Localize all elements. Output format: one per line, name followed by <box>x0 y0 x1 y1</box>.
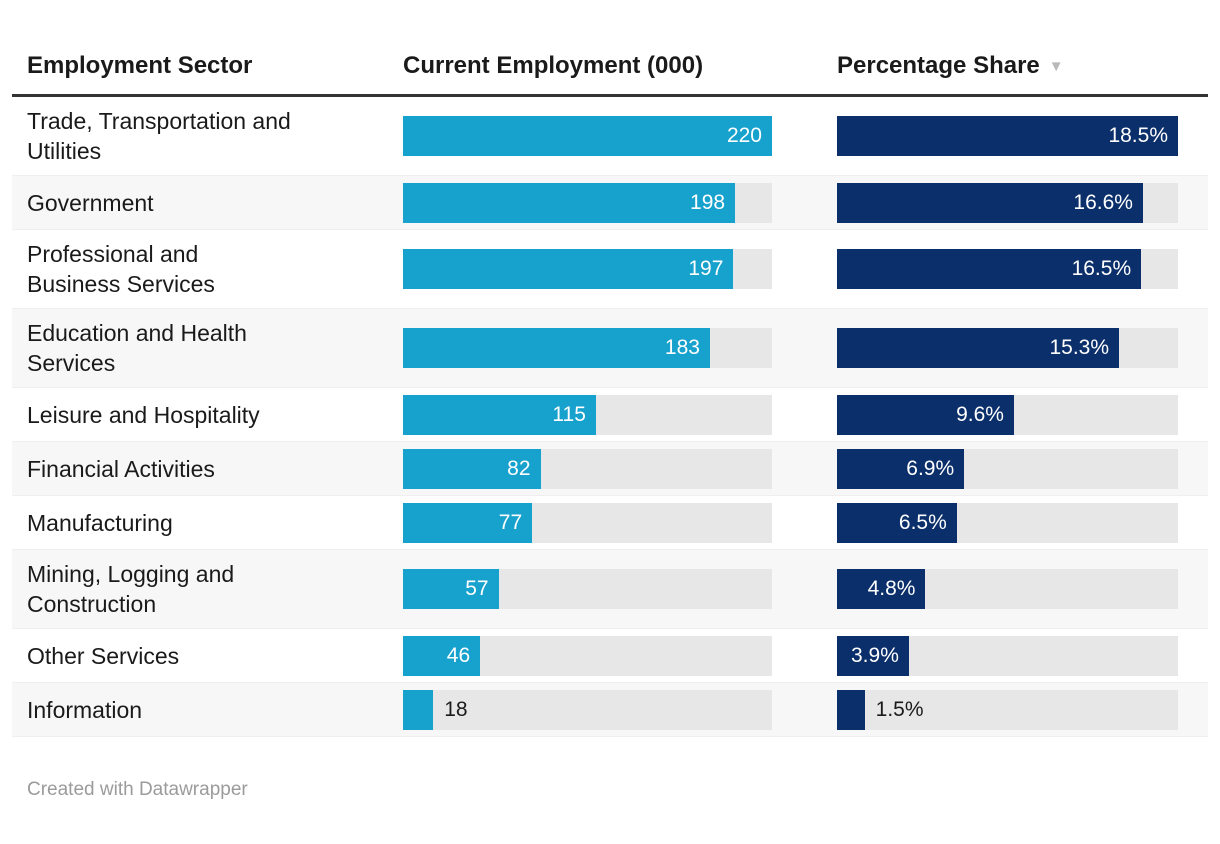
employment-bar: 220 <box>403 116 772 156</box>
share-bar-track: 6.9% <box>837 448 1178 489</box>
column-header-label: Percentage Share <box>837 52 1040 79</box>
share-bar-track: 9.6% <box>837 394 1178 435</box>
table-row: Government 198 16.6% <box>12 176 1208 230</box>
employment-bar-track: 46 <box>403 635 772 676</box>
share-value: 16.5% <box>1071 257 1132 280</box>
table-row: Trade, Transportation and Utilities 220 … <box>12 97 1208 176</box>
employment-bar: 198 <box>403 182 736 223</box>
employment-value: 198 <box>690 190 726 214</box>
sector-label: Manufacturing <box>27 509 173 536</box>
column-header-label: Current Employment (000) <box>403 52 704 79</box>
employment-bar-track: 220 <box>403 116 772 156</box>
employment-bar-track: 77 <box>403 502 772 543</box>
employment-bar: 57 <box>403 569 499 609</box>
share-bar: 16.5% <box>837 249 1142 289</box>
share-bar: 6.9% <box>837 448 965 489</box>
employment-bar: 18 <box>403 689 468 730</box>
share-value: 4.8% <box>867 577 916 600</box>
table-row: Professional and Business Services 197 1… <box>12 230 1208 309</box>
employment-value: 77 <box>498 510 523 534</box>
table-row: Education and Health Services 183 15.3% <box>12 309 1208 388</box>
share-bar-track: 18.5% <box>837 116 1178 156</box>
share-bar-track: 3.9% <box>837 635 1178 676</box>
share-bar: 4.8% <box>837 569 926 609</box>
datawrapper-credit-link[interactable]: Created with Datawrapper <box>27 779 248 800</box>
share-value: 3.9% <box>851 643 899 667</box>
share-value: 6.9% <box>906 456 955 480</box>
share-bar-track: 16.6% <box>837 182 1178 223</box>
share-value: 1.5% <box>875 697 924 721</box>
share-bar: 6.5% <box>837 502 957 543</box>
sector-label: Government <box>27 189 154 216</box>
sector-label: Mining, Logging and Construction <box>27 561 235 617</box>
table-row: Other Services 46 3.9% <box>12 629 1208 683</box>
column-header-current-employment[interactable]: Current Employment (000) <box>403 52 772 80</box>
table-row: Leisure and Hospitality 115 9.6% <box>12 388 1208 442</box>
employment-bar: 82 <box>403 448 541 489</box>
share-value: 16.6% <box>1073 190 1133 214</box>
attribution: Created with Datawrapper <box>12 779 1208 801</box>
share-bar: 18.5% <box>837 116 1178 156</box>
sort-descending-icon[interactable]: ▼ <box>1048 58 1064 75</box>
share-bar: 1.5% <box>837 689 924 730</box>
share-bar-track: 1.5% <box>837 689 1178 730</box>
employment-bar-track: 183 <box>403 328 772 368</box>
employment-value: 183 <box>664 336 700 359</box>
employment-bar: 183 <box>403 328 710 368</box>
employment-bar-track: 82 <box>403 448 772 489</box>
employment-value: 82 <box>507 456 531 480</box>
sector-label: Financial Activities <box>27 455 215 482</box>
table-header: Employment Sector Current Employment (00… <box>12 38 1208 94</box>
share-bar: 9.6% <box>837 394 1014 435</box>
header-divider <box>12 94 1208 97</box>
table-row: Mining, Logging and Construction 57 4.8% <box>12 550 1208 629</box>
employment-value: 46 <box>446 643 471 667</box>
employment-bar: 115 <box>403 394 596 435</box>
employment-value: 115 <box>552 402 586 426</box>
sector-label: Trade, Transportation and Utilities <box>27 108 291 164</box>
employment-bar: 46 <box>403 635 481 676</box>
sector-label: Education and Health Services <box>27 320 247 376</box>
employment-bar-track: 57 <box>403 569 772 609</box>
table-row: Information 18 1.5% <box>12 683 1208 737</box>
table-row: Manufacturing 77 6.5% <box>12 496 1208 550</box>
employment-bar-track: 197 <box>403 249 772 289</box>
sector-label: Leisure and Hospitality <box>27 401 260 428</box>
share-bar-track: 6.5% <box>837 502 1178 543</box>
datawrapper-bar-table: Employment Sector Current Employment (00… <box>12 0 1208 801</box>
table-body: Trade, Transportation and Utilities 220 … <box>12 97 1208 737</box>
employment-bar: 77 <box>403 502 533 543</box>
employment-bar-track: 18 <box>403 689 772 730</box>
sector-label: Other Services <box>27 642 180 669</box>
column-header-percentage-share[interactable]: Percentage Share ▼ <box>837 52 1178 80</box>
employment-value: 220 <box>726 124 762 147</box>
share-value: 15.3% <box>1049 336 1110 359</box>
share-value: 18.5% <box>1108 124 1168 147</box>
share-value: 9.6% <box>956 402 1004 426</box>
employment-value: 197 <box>688 257 724 280</box>
share-bar: 3.9% <box>837 635 909 676</box>
share-bar: 16.6% <box>837 182 1143 223</box>
employment-bar: 197 <box>403 249 734 289</box>
table-row: Financial Activities 82 6.9% <box>12 442 1208 496</box>
column-header-employment-sector[interactable]: Employment Sector <box>12 52 403 80</box>
share-value: 6.5% <box>898 510 947 534</box>
employment-bar-track: 115 <box>403 394 772 435</box>
sector-label: Professional and Business Services <box>27 241 215 297</box>
share-bar-track: 16.5% <box>837 249 1178 289</box>
employment-value: 18 <box>444 697 468 721</box>
sector-label: Information <box>27 696 143 723</box>
employment-value: 57 <box>465 577 489 600</box>
share-bar-track: 4.8% <box>837 569 1178 609</box>
share-bar: 15.3% <box>837 328 1120 368</box>
share-bar-track: 15.3% <box>837 328 1178 368</box>
column-header-label: Employment Sector <box>27 52 253 79</box>
employment-bar-track: 198 <box>403 182 772 223</box>
